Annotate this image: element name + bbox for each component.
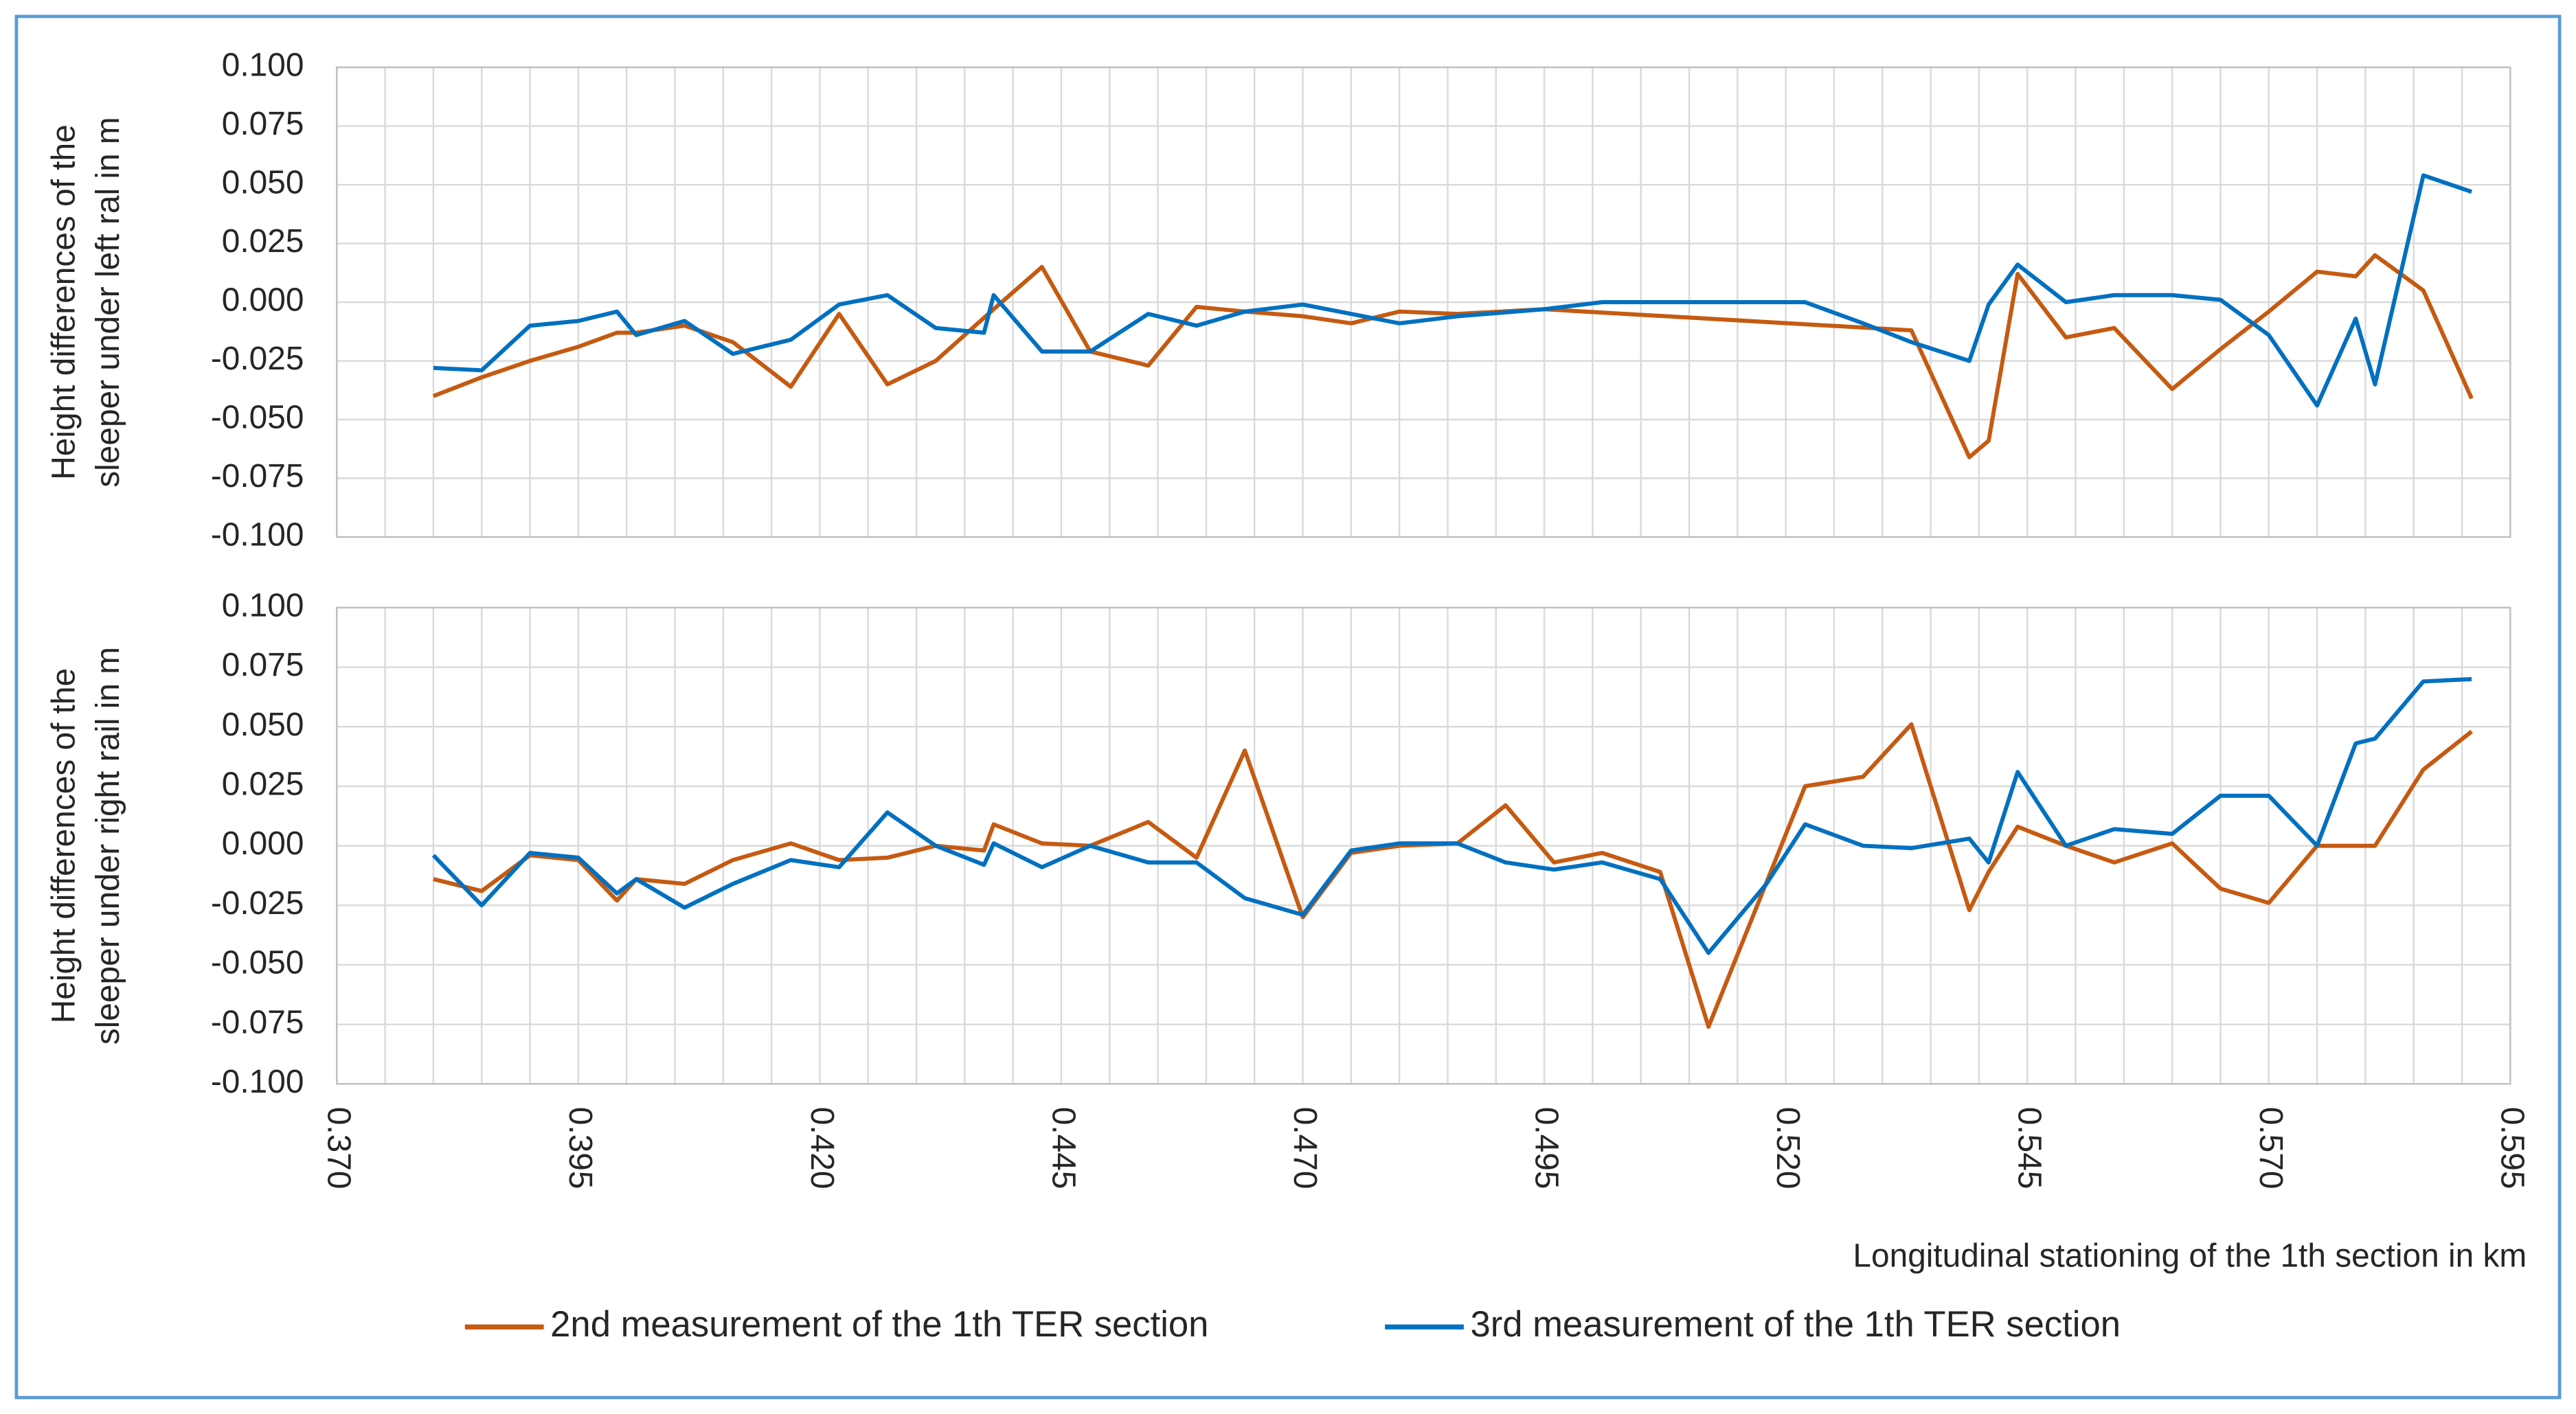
y-axis-title: Height differences of the — [45, 668, 82, 1023]
y-tick-label: 0.025 — [222, 766, 304, 803]
x-tick-label: 0.520 — [1770, 1107, 1806, 1189]
y-axis-title: sleeper under left ral in m — [90, 117, 126, 487]
y-tick-label: 0.075 — [222, 106, 304, 142]
x-tick-label: 0.595 — [2494, 1107, 2531, 1189]
y-tick-label: 0.050 — [222, 165, 304, 201]
y-axis-title: sleeper under right rail in m — [90, 647, 126, 1045]
y-tick-label: 0.050 — [222, 707, 304, 743]
x-tick-label: 0.470 — [1287, 1107, 1323, 1189]
y-tick-label: -0.025 — [211, 341, 304, 377]
y-tick-label: 0.100 — [222, 47, 304, 84]
y-axis-title: Height differences of the — [45, 124, 82, 479]
x-tick-label: 0.370 — [321, 1107, 357, 1189]
data-line — [433, 173, 2473, 408]
x-tick-label: 0.395 — [562, 1107, 598, 1189]
y-tick-label: -0.025 — [211, 885, 304, 922]
x-tick-label: 0.495 — [1528, 1107, 1564, 1189]
y-tick-label: -0.100 — [211, 517, 304, 554]
data-line — [431, 676, 2472, 955]
plot-frame — [336, 606, 2511, 1085]
x-tick-label: 0.445 — [1045, 1107, 1081, 1189]
legend-label: 2nd measurement of the 1th TER section — [550, 1304, 1208, 1345]
y-tick-label: 0.075 — [222, 647, 304, 683]
x-tick-label: 0.570 — [2252, 1107, 2289, 1189]
data-line — [432, 253, 2474, 459]
data-line — [433, 722, 2473, 1029]
y-tick-label: 0.000 — [222, 282, 304, 319]
plot-frame — [336, 66, 2511, 538]
y-tick-label: -0.075 — [211, 458, 304, 494]
y-tick-label: -0.075 — [211, 1004, 304, 1040]
x-tick-label: 0.420 — [804, 1107, 840, 1189]
y-tick-label: 0.000 — [222, 825, 304, 862]
x-axis-title: Longitudinal stationing of the 1th secti… — [1853, 1238, 2527, 1274]
y-tick-label: 0.025 — [222, 223, 304, 260]
x-tick-label: 0.545 — [2011, 1107, 2048, 1189]
y-tick-label: -0.100 — [211, 1064, 304, 1100]
y-tick-label: -0.050 — [211, 400, 304, 436]
frame — [14, 14, 2562, 1400]
legend-label: 3rd measurement of the 1th TER section — [1470, 1304, 2121, 1345]
y-tick-label: 0.100 — [222, 587, 304, 624]
y-tick-label: -0.050 — [211, 945, 304, 981]
